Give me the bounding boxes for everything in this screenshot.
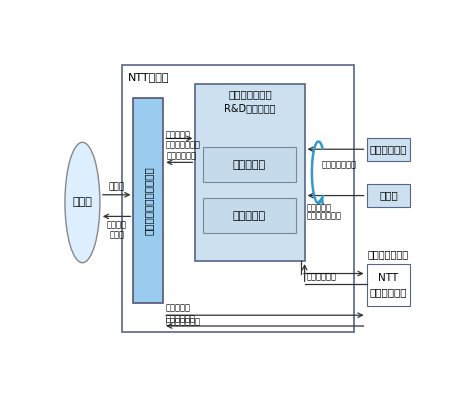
Bar bbox=[367, 138, 410, 161]
Text: 実用化開発: 実用化開発 bbox=[233, 160, 266, 170]
Text: 成果等の提供: 成果等の提供 bbox=[306, 273, 337, 282]
Bar bbox=[196, 84, 305, 261]
Text: サービス
の提供: サービス の提供 bbox=[107, 220, 127, 239]
Text: 他企業: 他企業 bbox=[379, 190, 398, 200]
Text: 応用的研究: 応用的研究 bbox=[233, 211, 266, 221]
Text: ・技術検討依頼: ・技術検討依頼 bbox=[306, 211, 341, 220]
Text: ・開発要望: ・開発要望 bbox=[306, 203, 331, 213]
Text: 応用的研究開発: 応用的研究開発 bbox=[228, 89, 272, 99]
Text: グループ会社: グループ会社 bbox=[369, 144, 407, 154]
Bar bbox=[367, 184, 410, 207]
Text: R&Dセンタ　等: R&Dセンタ 等 bbox=[224, 103, 276, 113]
Text: 成果等の提供: 成果等の提供 bbox=[166, 151, 196, 160]
Text: お客様: お客様 bbox=[72, 198, 93, 207]
Text: NTT西日本: NTT西日本 bbox=[128, 72, 170, 82]
Bar bbox=[367, 264, 410, 306]
Bar bbox=[133, 97, 163, 303]
Text: ・技術検討依頼: ・技術検討依頼 bbox=[165, 140, 200, 149]
Text: ・技術検討依頼: ・技術検討依頼 bbox=[165, 318, 200, 327]
Bar bbox=[203, 147, 296, 182]
Text: 開発パートナー: 開発パートナー bbox=[322, 160, 357, 169]
Text: ・開発要望: ・開発要望 bbox=[165, 130, 190, 139]
Text: ・開発要望: ・開発要望 bbox=[165, 303, 190, 312]
Text: NTT
（持株会社）: NTT （持株会社） bbox=[369, 273, 407, 297]
Text: 基盤的研究開発: 基盤的研究開発 bbox=[368, 249, 409, 259]
Bar bbox=[203, 198, 296, 233]
Text: ニーズ: ニーズ bbox=[109, 182, 125, 191]
Text: 成果等の提供: 成果等の提供 bbox=[165, 315, 195, 324]
Bar bbox=[123, 65, 354, 332]
Text: 事業推進部門・支店　等: 事業推進部門・支店 等 bbox=[143, 166, 153, 235]
Ellipse shape bbox=[65, 142, 100, 263]
